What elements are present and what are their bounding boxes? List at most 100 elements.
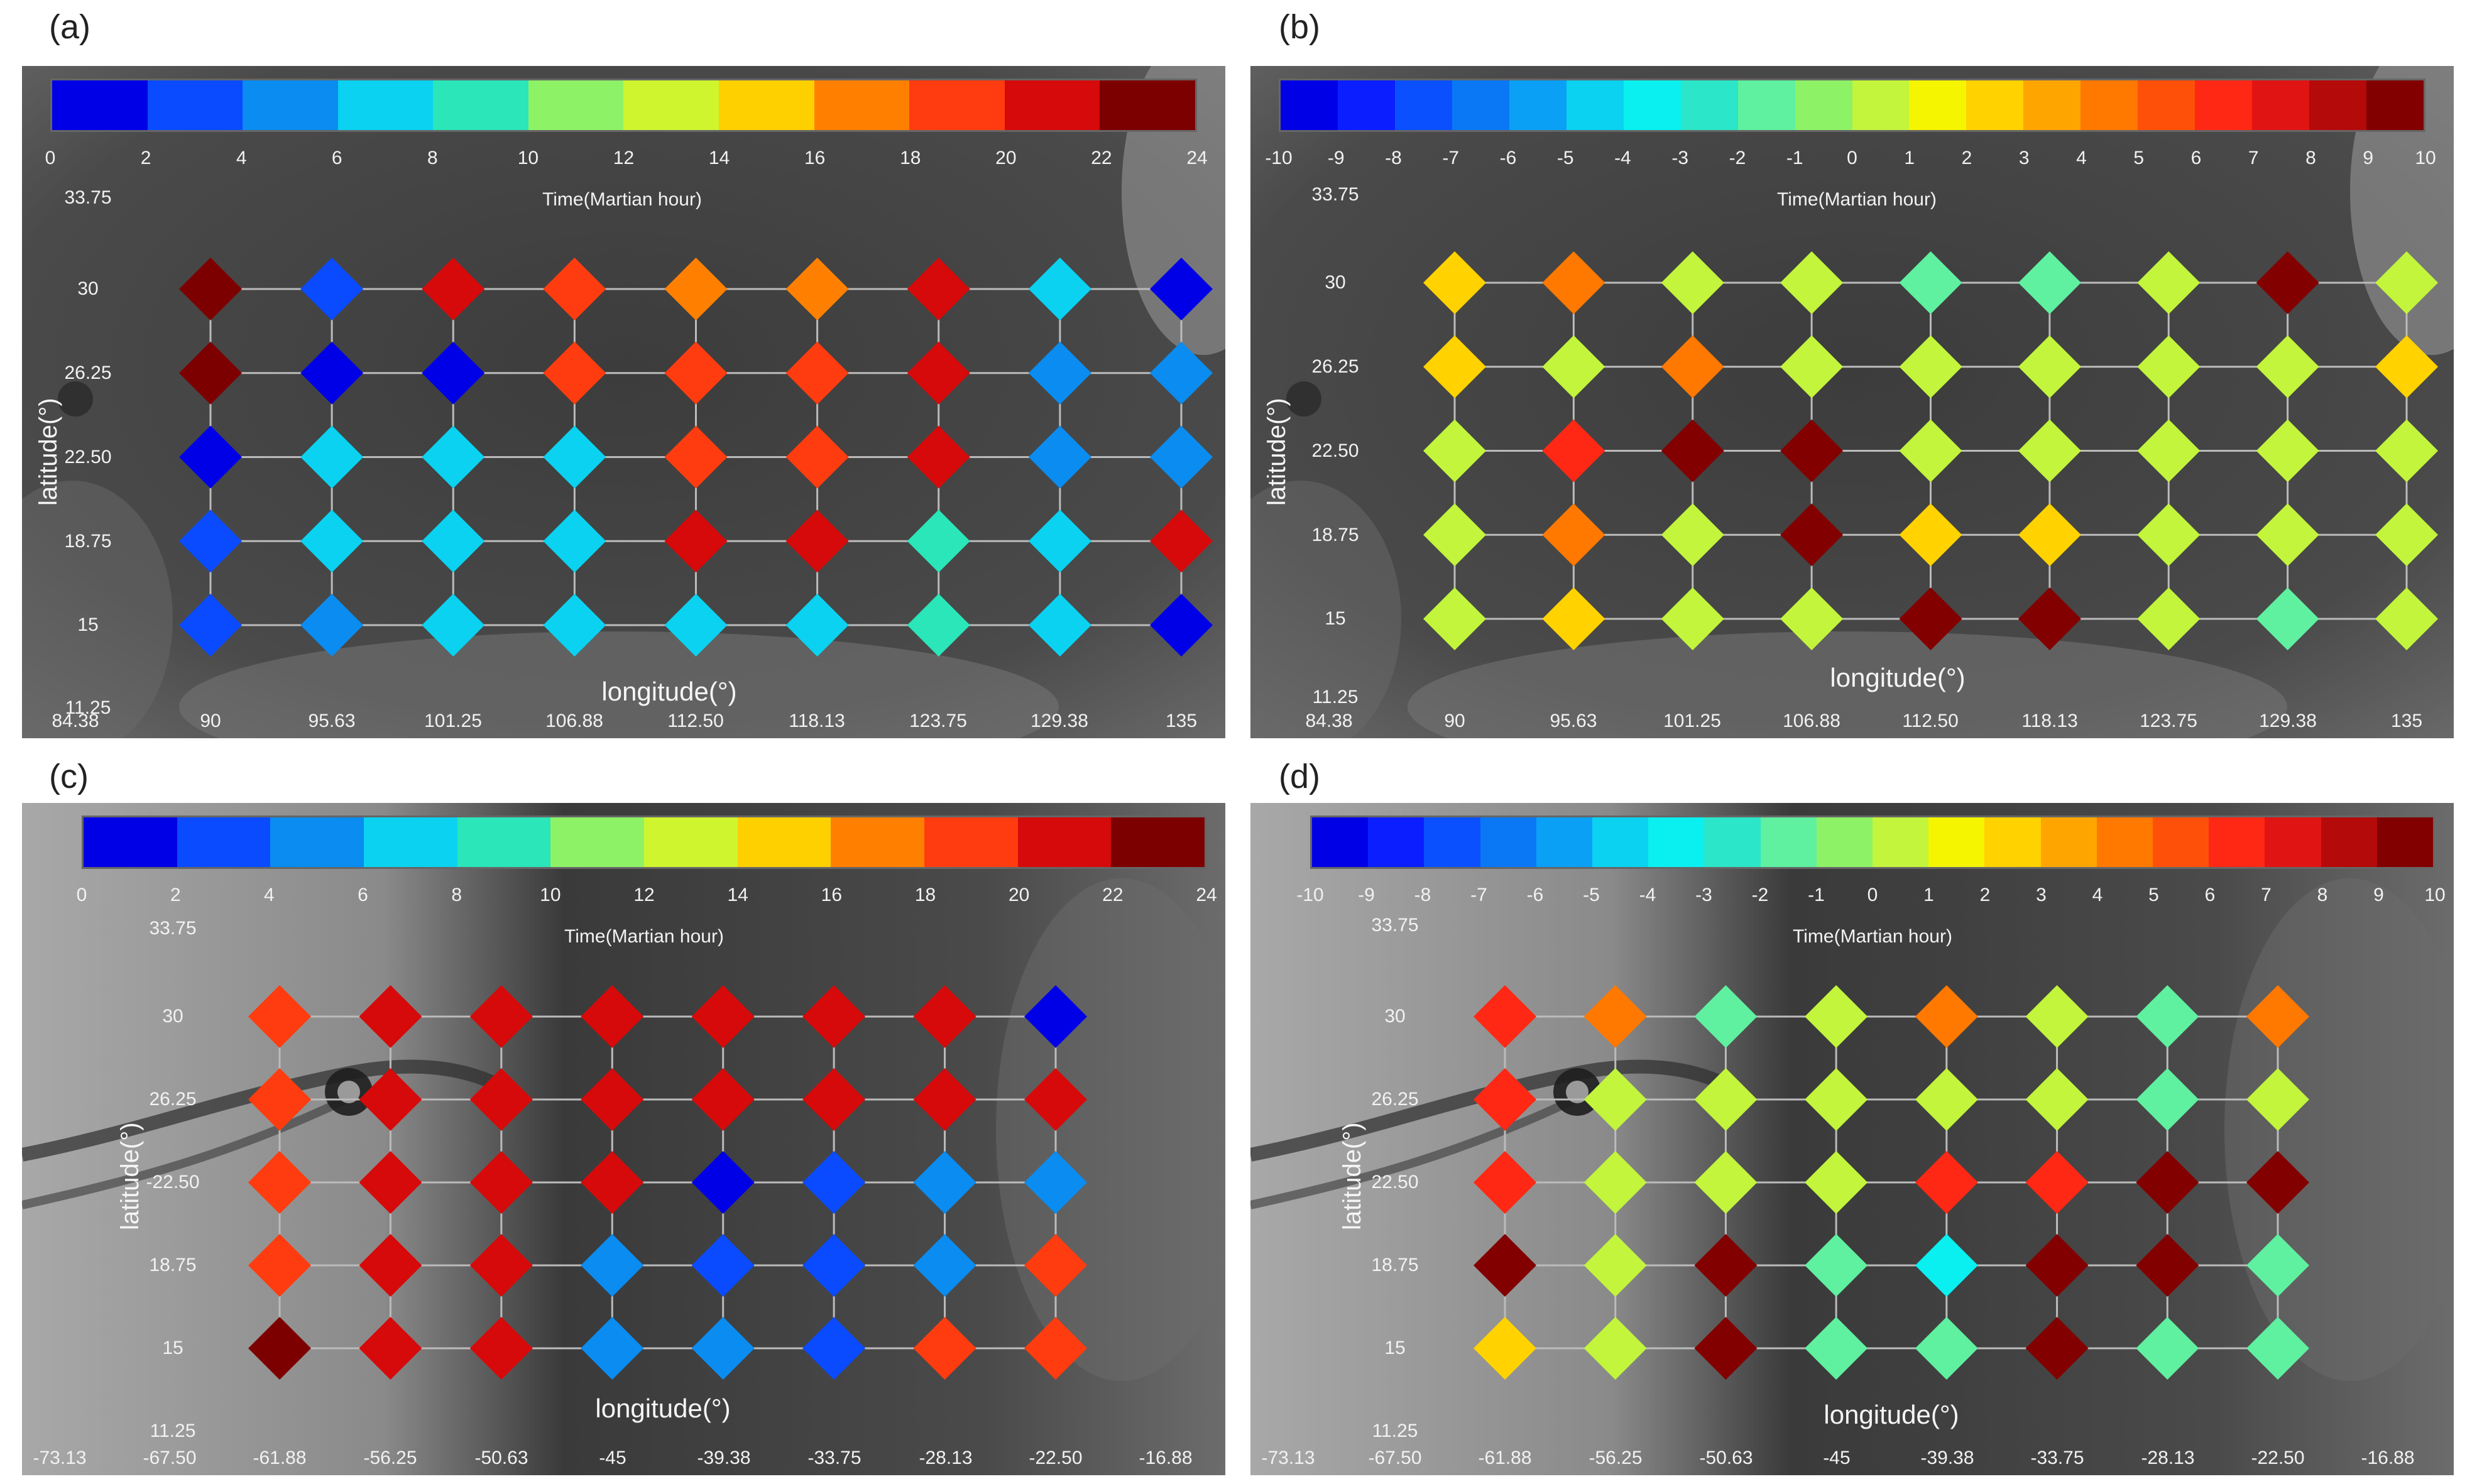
latitude-tick-label: 26.25 [1371,1089,1419,1110]
heatmap-diamond-c [248,1234,311,1297]
heatmap-diamond-c [581,1151,644,1214]
longitude-tick-label: 90 [1444,711,1465,731]
heatmap-diamond-a [1150,341,1213,405]
colorbar-tick-label: 2 [140,148,151,168]
heatmap-diamond-d [1694,985,1758,1048]
colorbar-tick-label: 14 [727,885,748,905]
colorbar-swatch [2309,80,2367,130]
latitude-tick-label: 30 [1325,272,1346,293]
colorbar-swatch [243,80,338,130]
colorbar-swatch [1368,817,1424,867]
heatmap-diamond-d [1474,985,1536,1048]
colorbar-tick-label: -2 [1729,148,1746,168]
heatmap-diamond-c [581,1068,644,1131]
colorbar-tick-label: 12 [613,148,635,168]
colorbar-swatch [1852,80,1910,130]
heatmap-diamond-a [179,341,242,405]
heatmap-diamond-d [1805,985,1868,1048]
longitude-tick-label: -28.13 [919,1448,973,1468]
longitude-tick-label: -73.13 [33,1448,87,1468]
heatmap-diamond-b [1661,419,1724,483]
heatmap-diamond-c [913,1317,976,1380]
colorbar-tick-label: 8 [2317,885,2328,905]
colorbar-swatch [831,817,925,867]
longitude-tick-label: -33.75 [2030,1448,2084,1468]
colorbar-tick-label: 14 [708,148,730,168]
heatmap-diamond-b [1780,503,1844,567]
colorbar-swatch [1281,80,1338,130]
colorbar-tick-label: -8 [1385,148,1402,168]
colorbar-swatch [1760,817,1817,867]
heatmap-diamond-a [664,510,728,573]
longitude-tick-label: -56.25 [363,1448,417,1468]
heatmap-diamond-d [2136,1234,2199,1297]
longitude-tick-label: 106.88 [1783,711,1840,731]
colorbar-swatch [1111,817,1205,867]
heatmap-diamond-c [359,1317,422,1380]
latitude-tick-label: 22.50 [1311,440,1359,461]
longitude-tick-label: 129.38 [1031,711,1088,731]
longitude-tick-label: 118.13 [789,711,845,731]
longitude-tick-label: -16.88 [2361,1448,2415,1468]
heatmap-diamond-c [359,1068,422,1131]
longitude-tick-label: -22.50 [1029,1448,1083,1468]
colorbar-tick-label: 8 [427,148,438,168]
heatmap-diamond-c [913,1151,976,1214]
longitude-tick-label: 106.88 [545,711,603,731]
heatmap-diamond-d [2136,985,2199,1048]
colorbar-swatch [147,80,243,130]
longitude-label-c: longitude(°) [595,1394,731,1423]
longitude-tick-label: -50.63 [474,1448,528,1468]
colorbar-tick-label: 4 [263,885,275,905]
heatmap-diamond-b [2256,503,2319,567]
heatmap-diamond-c [1024,1317,1087,1380]
latitude-tick-label: 18.75 [1311,525,1359,545]
heatmap-diamond-a [785,258,849,320]
heatmap-diamond-d [2246,1234,2309,1297]
heatmap-diamond-d [1805,1068,1868,1131]
heatmap-diamond-c [1024,985,1087,1048]
colorbar-swatch [1816,817,1873,867]
heatmap-diamond-d [1474,1151,1536,1214]
colorbar-tick-label: 3 [2036,885,2047,905]
longitude-tick-label: -28.13 [2141,1448,2195,1468]
heatmap-diamond-a [543,258,606,320]
heatmap-diamond-a [179,258,242,320]
heatmap-diamond-b [2137,251,2201,314]
heatmap-diamond-a [422,510,485,573]
colorbar-tick-label: 6 [2204,885,2216,905]
heatmap-diamond-a [300,510,364,573]
colorbar-swatch [1424,817,1480,867]
colorbar-swatch [2153,817,2209,867]
colorbar-tick-label: 8 [2305,148,2316,168]
panel-b-label: (b) [1279,8,1320,46]
heatmap-diamond-d [2246,1068,2309,1131]
colorbar-swatch [909,80,1005,130]
colorbar-tick-label: 0 [45,148,56,168]
colorbar-tick-label: 20 [1008,885,1030,905]
grid-b [1423,251,2438,650]
heatmap-diamond-b [2256,587,2319,650]
colorbar-swatch [2023,80,2081,130]
colorbar-swatch [1004,80,1100,130]
heatmap-diamond-d [1805,1151,1868,1214]
colorbar-tick-label: -4 [1614,148,1631,168]
colorbar-tick-label: 10 [2424,885,2446,905]
colorbar-swatch [1452,80,1509,130]
heatmap-diamond-a [179,510,242,573]
colorbar-swatch [2321,817,2377,867]
heatmap-diamond-a [422,258,485,320]
colorbar-tick-label: 0 [1847,148,1857,168]
colorbar-tick-label: -1 [1786,148,1803,168]
heatmap-diamond-d [1805,1234,1868,1297]
longitude-tick-label: -22.50 [2251,1448,2305,1468]
colorbar-tick-label: 6 [358,885,368,905]
colorbar-tick-label: 9 [2363,148,2374,168]
colorbar-swatch [2265,817,2321,867]
latitude-tick-label: 30 [1384,1006,1406,1027]
latitude-tick-label: 18.75 [1371,1255,1419,1275]
latitude-tick-label: 33.75 [1371,915,1419,936]
colorbar-tick-label: 7 [2248,148,2259,168]
longitude-tick-label: -61.88 [253,1448,307,1468]
colorbar-tick-label: -7 [1442,148,1460,168]
